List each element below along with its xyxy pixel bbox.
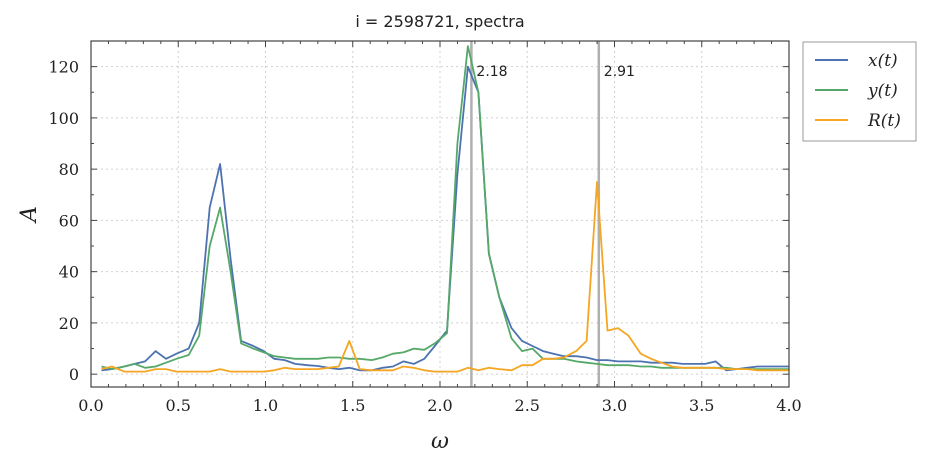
y-tick-label: 20 xyxy=(59,314,79,333)
x-tick-label: 3.0 xyxy=(602,396,627,415)
legend-label: y(t) xyxy=(867,81,898,101)
y-tick-label: 60 xyxy=(59,211,79,230)
series-line-Rt xyxy=(101,181,789,373)
x-tick-label: 0.0 xyxy=(78,396,103,415)
grid-layer xyxy=(91,41,789,387)
legend-label: R(t) xyxy=(867,111,901,131)
x-tick-label: 0.5 xyxy=(166,396,191,415)
x-tick-label: 1.5 xyxy=(340,396,365,415)
y-tick-label: 0 xyxy=(69,365,79,384)
x-tick-label: 3.5 xyxy=(689,396,714,415)
legend-box xyxy=(802,41,917,142)
series-line-xt xyxy=(101,65,789,372)
x-tick-label: 2.0 xyxy=(427,396,452,415)
x-tick-label: 2.5 xyxy=(515,396,540,415)
y-tick-label: 40 xyxy=(59,263,79,282)
legend-label: x(t) xyxy=(868,51,898,71)
x-tick-label: 1.0 xyxy=(253,396,278,415)
vline-layer: 2.18 2.91 xyxy=(470,41,635,387)
vline-label: 2.91 xyxy=(604,64,635,80)
y-tick-label: 100 xyxy=(48,109,79,128)
vline-label: 2.18 xyxy=(476,64,507,80)
tick-layer: 0.0 0.5 1.0 1.5 2.0 2.5 3.0 3.5 4.0 0 20 40 60 80 100 1… xyxy=(48,41,802,415)
series-line-yt xyxy=(101,45,789,370)
y-tick-label: 80 xyxy=(59,160,79,179)
x-axis-label: ω xyxy=(431,429,449,454)
chart-title: i = 2598721, spectra xyxy=(355,12,524,31)
legend: x(t) y(t) R(t) xyxy=(802,41,917,142)
x-tick-label: 4.0 xyxy=(776,396,801,415)
y-tick-label: 120 xyxy=(48,58,79,77)
series-layer xyxy=(101,45,789,373)
y-axis-label: A xyxy=(17,206,42,224)
